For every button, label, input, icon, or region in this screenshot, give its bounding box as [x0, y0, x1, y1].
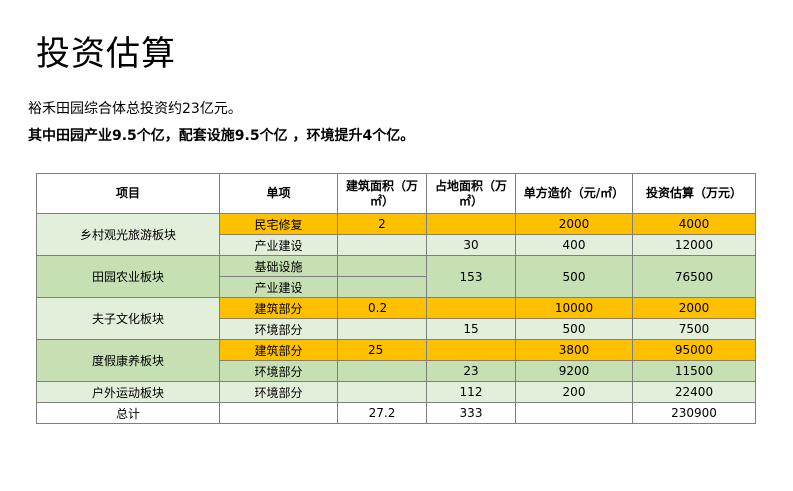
project-cell: 田园农业板块 [36, 255, 220, 298]
header-project: 项目 [36, 173, 220, 214]
build-area-cell [337, 276, 427, 298]
build-area-cell [337, 255, 427, 277]
total-investment-cell: 230900 [632, 402, 756, 424]
land-area-cell [426, 297, 516, 319]
build-area-cell [337, 381, 427, 403]
investment-table: 项目 单项 建筑面积（万㎡） 占地面积（万㎡） 单方造价（元/㎡） 投资估算（万… [36, 173, 756, 424]
table-row: 田园农业板块 基础设施 153 500 76500 [36, 255, 756, 298]
table-total-row: 总计 27.2 333 230900 [36, 402, 756, 424]
land-area-cell: 112 [426, 381, 516, 403]
table-row: 户外运动板块 环境部分 112 200 22400 [36, 381, 756, 403]
item-cell: 产业建设 [219, 276, 338, 298]
item-cell: 民宅修复 [219, 213, 338, 235]
header-build-area: 建筑面积（万㎡） [337, 173, 427, 214]
project-cell: 夫子文化板块 [36, 297, 220, 340]
item-cell: 建筑部分 [219, 339, 338, 361]
build-area-cell: 2 [337, 213, 427, 235]
investment-cell: 12000 [632, 234, 756, 256]
item-cell: 基础设施 [219, 255, 338, 277]
unit-cost-cell: 400 [515, 234, 633, 256]
unit-cost-cell: 10000 [515, 297, 633, 319]
investment-cell: 11500 [632, 360, 756, 382]
item-cell: 建筑部分 [219, 297, 338, 319]
project-cell: 乡村观光旅游板块 [36, 213, 220, 256]
land-area-cell: 153 [426, 255, 516, 298]
land-area-cell [426, 339, 516, 361]
unit-cost-cell: 9200 [515, 360, 633, 382]
land-area-cell: 23 [426, 360, 516, 382]
table-row: 夫子文化板块 建筑部分 0.2 10000 2000 [36, 297, 756, 340]
build-area-cell: 0.2 [337, 297, 427, 319]
build-area-cell [337, 234, 427, 256]
total-land-area-cell: 333 [426, 402, 516, 424]
land-area-cell: 30 [426, 234, 516, 256]
build-area-cell [337, 318, 427, 340]
table-row: 乡村观光旅游板块 民宅修复 2 2000 4000 [36, 213, 756, 256]
header-investment: 投资估算（万元） [632, 173, 756, 214]
project-cell: 度假康养板块 [36, 339, 220, 382]
unit-cost-cell: 3800 [515, 339, 633, 361]
total-label-cell: 总计 [36, 402, 220, 424]
table-row: 环境部分 15 500 7500 [37, 318, 756, 340]
item-cell: 产业建设 [219, 234, 338, 256]
investment-cell: 2000 [632, 297, 756, 319]
item-cell: 环境部分 [219, 318, 338, 340]
page-title: 投资估算 [36, 34, 176, 74]
item-cell: 环境部分 [219, 381, 338, 403]
unit-cost-cell [515, 402, 633, 424]
project-cell: 户外运动板块 [36, 381, 220, 403]
breakdown-text: 其中田园产业9.5个亿，配套设施9.5个亿 ，环境提升4个亿。 [28, 128, 415, 144]
unit-cost-cell: 500 [515, 318, 633, 340]
unit-cost-cell: 200 [515, 381, 633, 403]
investment-cell: 4000 [632, 213, 756, 235]
item-cell [219, 402, 338, 424]
header-land-area: 占地面积（万㎡） [426, 173, 516, 214]
investment-cell: 7500 [632, 318, 756, 340]
build-area-cell [337, 360, 427, 382]
table-header-row: 项目 单项 建筑面积（万㎡） 占地面积（万㎡） 单方造价（元/㎡） 投资估算（万… [36, 173, 756, 214]
total-build-area-cell: 27.2 [337, 402, 427, 424]
table-row: 环境部分 23 9200 11500 [37, 360, 756, 382]
investment-cell: 95000 [632, 339, 756, 361]
table-row: 度假康养板块 建筑部分 25 3800 95000 [36, 339, 756, 382]
unit-cost-cell: 2000 [515, 213, 633, 235]
investment-cell: 22400 [632, 381, 756, 403]
table-row: 产业建设 30 400 12000 [37, 234, 756, 256]
summary-text: 裕禾田园综合体总投资约23亿元。 [28, 101, 242, 117]
header-item: 单项 [219, 173, 338, 214]
build-area-cell: 25 [337, 339, 427, 361]
investment-cell: 76500 [632, 255, 756, 298]
unit-cost-cell: 500 [515, 255, 633, 298]
land-area-cell [426, 213, 516, 235]
header-unit-cost: 单方造价（元/㎡） [515, 173, 633, 214]
land-area-cell: 15 [426, 318, 516, 340]
item-cell: 环境部分 [219, 360, 338, 382]
